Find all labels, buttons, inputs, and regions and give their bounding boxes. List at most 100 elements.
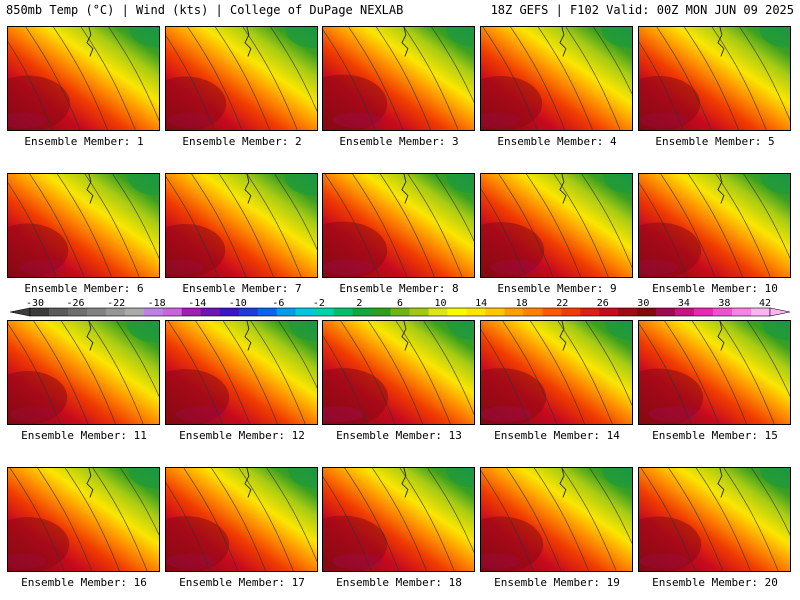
coastline <box>559 27 567 57</box>
height-contour <box>211 468 267 571</box>
coastline <box>401 468 409 498</box>
height-contour <box>530 321 585 424</box>
colorbar-tick-label: -30 <box>26 298 44 309</box>
colorbar-swatch <box>599 308 619 316</box>
colorbar-tick-label: -6 <box>272 298 284 309</box>
colorbar-swatch <box>276 308 296 316</box>
colorbar-max-arrow <box>769 307 791 317</box>
colorbar-swatch <box>561 308 581 316</box>
member-map-panel <box>480 173 633 278</box>
coastline <box>244 321 252 351</box>
colorbar-swatch <box>181 308 202 316</box>
cool-region <box>601 27 632 48</box>
hot-spot <box>19 259 66 276</box>
member-label: Ensemble Member: 17 <box>179 576 305 589</box>
height-contour <box>120 468 159 536</box>
hot-spot <box>9 406 56 423</box>
colorbar-swatch <box>447 308 467 316</box>
height-contour <box>482 27 538 130</box>
colorbar-swatch <box>30 308 50 316</box>
hot-core <box>639 516 702 571</box>
cool-region <box>446 468 474 488</box>
member-label: Ensemble Member: 9 <box>497 282 617 295</box>
member-map-panel <box>480 320 633 425</box>
height-contour <box>92 468 148 571</box>
member-label: Ensemble Member: 14 <box>494 429 620 442</box>
height-contour <box>510 27 566 130</box>
cool-region <box>126 321 159 343</box>
height-contour <box>481 188 526 277</box>
member-label: Ensemble Member: 18 <box>336 576 462 589</box>
cool-region <box>603 174 632 194</box>
height-contour <box>427 468 474 554</box>
height-contour <box>660 174 716 277</box>
member-label: Ensemble Member: 4 <box>497 135 617 148</box>
hot-spot <box>175 406 226 423</box>
height-contour <box>664 321 720 424</box>
height-contour <box>33 321 89 424</box>
cool-region <box>288 321 317 341</box>
colorbar-swatch <box>675 308 695 316</box>
height-contour <box>218 174 274 277</box>
colorbar-swatch <box>295 308 315 316</box>
cool-region <box>762 321 790 341</box>
height-contour <box>589 468 632 545</box>
member-map-panel <box>322 26 475 131</box>
coastline <box>86 321 94 351</box>
height-contour <box>348 27 404 130</box>
member-label: Ensemble Member: 1 <box>24 135 144 148</box>
height-contour <box>640 468 696 571</box>
cool-region <box>288 468 317 488</box>
height-contour <box>191 174 247 277</box>
colorbar-swatch <box>143 308 164 316</box>
colorbar-swatch <box>485 308 505 316</box>
colorbar-swatch <box>162 308 183 316</box>
colorbar-tick-label: 34 <box>678 298 690 309</box>
height-contour <box>266 468 317 563</box>
height-contour <box>581 174 632 269</box>
cool-region <box>602 468 632 489</box>
coastline <box>244 468 252 498</box>
member-map-panel <box>165 320 318 425</box>
coastline <box>401 174 409 204</box>
member-label: Ensemble Member: 11 <box>21 429 147 442</box>
height-contour <box>639 182 688 277</box>
coastline <box>86 174 94 204</box>
height-contour <box>407 174 463 277</box>
colorbar-swatch <box>105 308 126 316</box>
height-contour <box>64 468 120 571</box>
height-contour <box>372 468 427 571</box>
cool-region <box>760 468 790 489</box>
colorbar-tick-label: 42 <box>759 298 771 309</box>
height-contour <box>537 27 593 130</box>
coastline <box>717 27 725 57</box>
member-map-panel <box>7 173 160 278</box>
colorbar-swatch <box>637 308 657 316</box>
member-label: Ensemble Member: 2 <box>182 135 302 148</box>
height-contour <box>656 27 712 130</box>
height-contour <box>60 321 116 424</box>
cool-region <box>760 174 790 195</box>
colorbar-swatch <box>238 308 258 316</box>
hot-spot <box>481 553 520 570</box>
cool-region <box>759 27 790 48</box>
height-contour <box>557 321 613 424</box>
height-contour <box>270 27 317 113</box>
hot-core <box>166 369 230 424</box>
height-contour <box>684 27 740 130</box>
hot-spot <box>166 553 216 570</box>
height-contour <box>84 174 140 277</box>
hot-core <box>323 221 388 277</box>
height-contour <box>195 321 251 424</box>
hot-spot <box>332 553 383 570</box>
colorbar-swatch <box>86 308 107 316</box>
cool-region <box>605 321 632 340</box>
colorbar-swatch <box>333 308 353 316</box>
colorbar-swatch <box>618 308 638 316</box>
height-contour <box>747 321 790 398</box>
colorbar-tick-label: 6 <box>397 298 403 309</box>
height-contour <box>183 468 239 571</box>
height-contour <box>435 174 474 242</box>
height-contour <box>561 468 617 571</box>
height-contour <box>278 321 317 389</box>
